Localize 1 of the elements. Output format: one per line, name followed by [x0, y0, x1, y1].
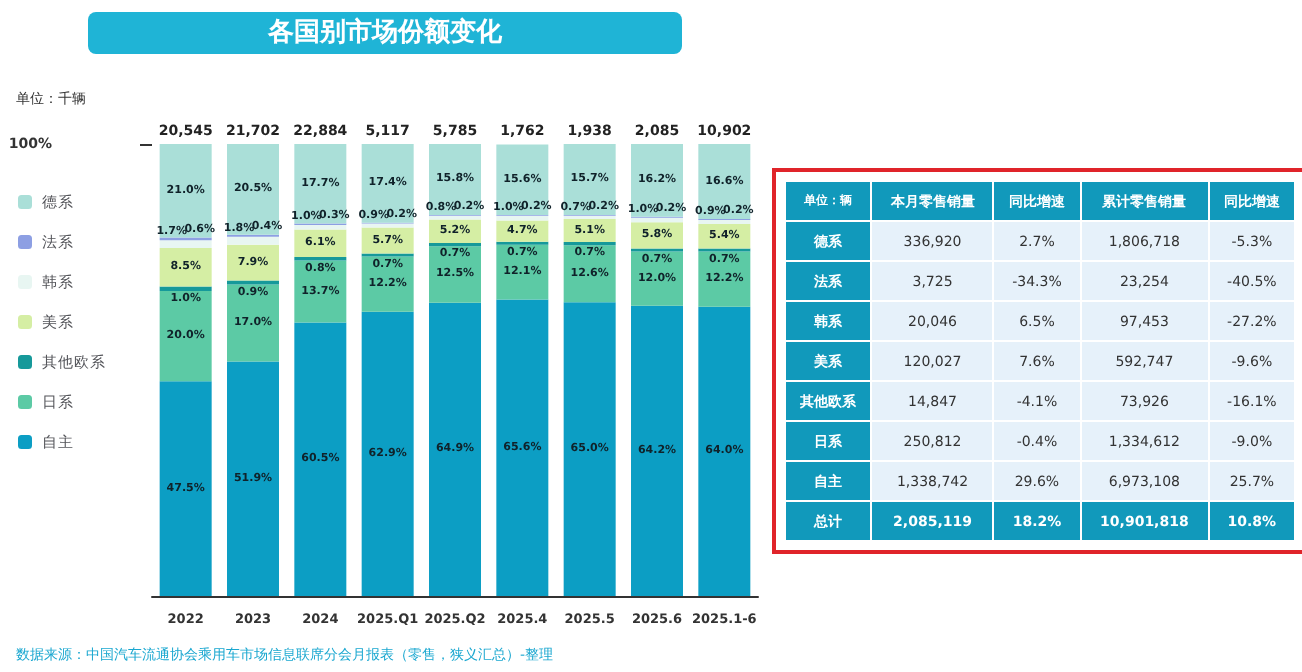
chart-title: 各国别市场份额变化	[266, 16, 504, 48]
